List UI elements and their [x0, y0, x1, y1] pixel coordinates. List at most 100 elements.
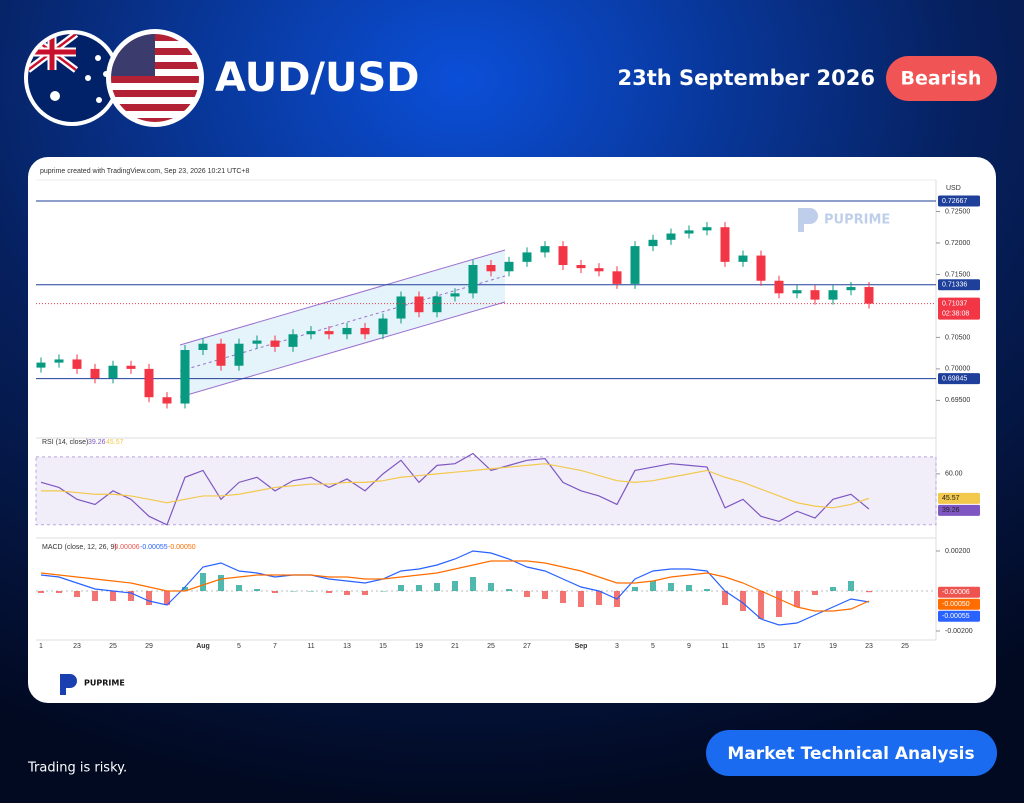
level-label: 0.69845	[942, 375, 967, 382]
cta-label[interactable]: Market Technical Analysis	[727, 744, 974, 764]
candle-body	[648, 239, 658, 247]
sentiment: Bearish	[901, 68, 982, 90]
candle-body	[612, 271, 622, 284]
last-value-box	[938, 492, 980, 504]
candle-body	[252, 340, 262, 344]
readout: -0.00055	[140, 544, 168, 551]
cta-button[interactable]	[706, 730, 997, 776]
histogram-bar	[164, 591, 170, 605]
histogram-bar	[524, 591, 530, 597]
y-tick-label: 0.70500	[945, 334, 970, 341]
histogram-bar	[326, 591, 332, 593]
channel-upper	[179, 249, 506, 346]
candle-body	[342, 327, 352, 335]
candle-body	[630, 246, 640, 284]
candle-body	[216, 343, 226, 366]
level-label: 0.72667	[942, 198, 967, 205]
x-tick-label: 11	[307, 643, 314, 650]
x-tick-label: 3	[615, 643, 619, 650]
disclaimer: Trading is risky.	[27, 761, 127, 776]
candle-body	[504, 261, 514, 272]
candle-body	[198, 343, 208, 350]
candle-body	[810, 290, 820, 300]
x-tick-label: 1	[39, 643, 43, 650]
histogram-bar	[416, 585, 422, 591]
histogram-bar	[668, 583, 674, 591]
candle-body	[720, 227, 730, 262]
candle-body	[396, 296, 406, 319]
candle-body	[864, 287, 874, 304]
histogram-bar	[218, 575, 224, 591]
histogram-bar	[272, 591, 278, 593]
candle-body	[162, 397, 172, 404]
candle-body	[846, 287, 856, 291]
countdown: 02:38:08	[942, 310, 969, 317]
candle-body	[378, 318, 388, 335]
last-price-box	[938, 297, 980, 320]
last-value-box	[938, 610, 980, 622]
last-value: 45.57	[942, 495, 960, 502]
x-tick-label: 19	[415, 643, 423, 650]
candle-body	[324, 331, 334, 335]
x-tick-label: 13	[343, 643, 351, 650]
candle-body	[468, 265, 478, 294]
histogram-bar	[290, 591, 296, 592]
histogram-bar	[506, 589, 512, 591]
candle-body	[756, 255, 766, 281]
histogram-bar	[56, 591, 62, 593]
level-label-box	[938, 195, 980, 207]
last-value-box	[938, 504, 980, 516]
x-tick-label: 27	[523, 643, 531, 650]
x-tick-label: Aug	[196, 643, 210, 650]
candle-body	[234, 343, 244, 366]
candle-body	[666, 233, 676, 240]
y-tick-label: -0.00200	[945, 628, 973, 635]
candle-body	[144, 368, 154, 398]
last-value-box	[938, 598, 980, 610]
histogram-bar	[812, 591, 818, 595]
candle-body	[828, 290, 838, 300]
readout: -0.00050	[168, 544, 196, 551]
histogram-bar	[236, 585, 242, 591]
histogram-bar	[146, 591, 152, 605]
brand-logo: PUPRIME	[60, 674, 125, 695]
trading-chart: puprime created with TradingView.com, Se…	[35, 168, 980, 650]
readout: 39.26	[88, 439, 106, 446]
candle-body	[684, 230, 694, 234]
panel-title: MACD (close, 12, 26, 9)	[42, 544, 117, 551]
histogram-bar	[632, 587, 638, 591]
rsi-band	[35, 456, 937, 526]
channel-lower	[179, 301, 506, 398]
candle-body	[360, 327, 370, 335]
candle-body	[72, 359, 82, 369]
histogram-bar	[38, 591, 44, 593]
histogram-bar	[830, 587, 836, 591]
last-value: 39.26	[942, 507, 960, 514]
candle-body	[792, 290, 802, 294]
histogram-bar	[362, 591, 368, 595]
watermark-brand: PUPRIME	[824, 213, 890, 228]
candle-body	[486, 265, 496, 272]
histogram-bar	[794, 591, 800, 607]
y-tick-label: 0.72500	[945, 208, 970, 215]
histogram-bar	[380, 591, 386, 592]
candle-body	[36, 362, 46, 368]
histogram-bar	[578, 591, 584, 607]
histogram-bar	[398, 585, 404, 591]
macd-line	[40, 560, 870, 612]
last-value: -0.00055	[942, 613, 970, 620]
histogram-bar	[776, 591, 782, 617]
candle-body	[414, 296, 424, 313]
macd-line	[40, 550, 870, 626]
candle-body	[774, 280, 784, 294]
candle-body	[738, 255, 748, 262]
last-price: 0.71037	[942, 300, 967, 307]
histogram-bar	[308, 591, 314, 592]
watermark: PUPRIME	[798, 208, 890, 232]
x-tick-label: 7	[273, 643, 277, 650]
y-tick-label: 0.71500	[945, 271, 970, 278]
x-tick-label: 15	[757, 643, 765, 650]
pair-title: AUD/USD	[215, 55, 420, 101]
candle-body	[54, 359, 64, 363]
candle-body	[450, 293, 460, 297]
